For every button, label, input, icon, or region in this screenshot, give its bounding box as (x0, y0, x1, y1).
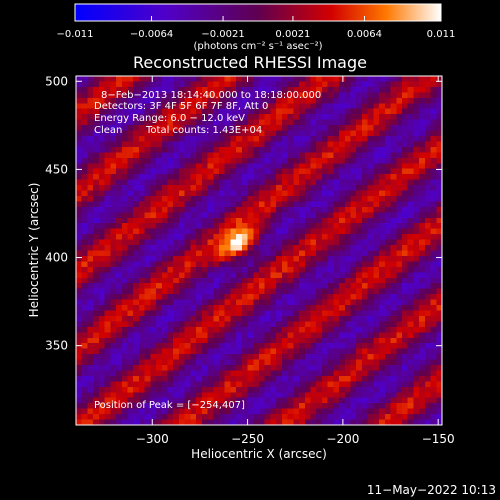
plot-frame (75, 75, 443, 426)
heatmap-raster (76, 76, 442, 425)
colorbar-tick-label: 0.0021 (275, 29, 310, 40)
colorbar (74, 3, 442, 22)
y-axis-ticks: 350 400 450 500 (45, 74, 442, 353)
x-tick-label: −200 (326, 432, 359, 446)
annotation-method: Clean (94, 125, 122, 136)
colorbar-ticks: −0.011 −0.0064 −0.0021 0.0021 0.0064 0.011 (56, 16, 455, 40)
heatmap-image (76, 76, 442, 425)
x-tick-label: −250 (231, 432, 264, 446)
chart-title: Reconstructed RHESSI Image (133, 53, 367, 72)
y-tick-label: 350 (45, 339, 68, 353)
peak-position-label: Position of Peak = [−254,407] (94, 400, 245, 411)
colorbar-label: (photons cm⁻² s⁻¹ asec⁻²) (193, 41, 322, 52)
x-tick-label: −150 (422, 432, 455, 446)
y-tick-label: 450 (45, 162, 68, 176)
x-tick-label: −300 (136, 432, 169, 446)
x-axis-label: Heliocentric X (arcsec) (191, 447, 327, 461)
colorbar-tick-label: −0.0021 (201, 29, 244, 40)
y-tick-label: 500 (45, 74, 68, 88)
annotation-total-counts: Total counts: 1.43E+04 (145, 125, 262, 136)
annotation-energy-range: Energy Range: 6.0 − 12.0 keV (94, 113, 245, 124)
y-tick-label: 400 (45, 251, 68, 265)
colorbar-tick-label: −0.011 (56, 29, 93, 40)
colorbar-tick-label: −0.0064 (130, 29, 173, 40)
colorbar-tick-label: 0.011 (427, 29, 456, 40)
annotation-detectors: Detectors: 3F 4F 5F 6F 7F 8F, Att 0 (94, 101, 268, 112)
x-axis-ticks: −300 −250 −200 −150 (136, 76, 455, 446)
y-axis-label: Heliocentric Y (arcsec) (27, 183, 41, 318)
annotation-time-range: 8−Feb−2013 18:14:40.000 to 18:18:00.000 (101, 90, 321, 101)
colorbar-tick-label: 0.0064 (347, 29, 382, 40)
timestamp: 11−May−2022 10:13 (367, 483, 496, 497)
